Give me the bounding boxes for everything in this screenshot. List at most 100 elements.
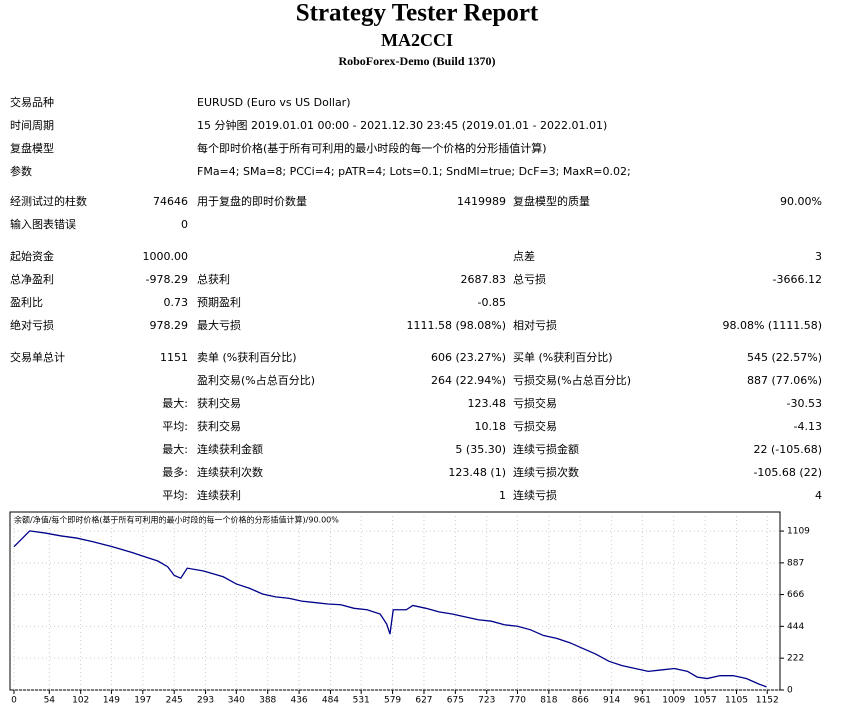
info-value: 每个即时价格(基于所有可利用的最小时段的每一个价格的分形插值计算) [197, 141, 547, 155]
legend-entry: 90.00% [308, 516, 339, 525]
summary-label: 连续获利 [197, 488, 241, 502]
summary-label: 亏损交易 [513, 396, 557, 410]
summary-value: 平均: [162, 420, 188, 433]
summary-label: 连续亏损次数 [513, 465, 579, 479]
x-tick-label: 1009 [662, 696, 685, 706]
x-tick-label: 340 [228, 696, 245, 706]
server: RoboForex-Demo (Build 1370) [338, 54, 495, 68]
legend-entry: 净值 [33, 515, 49, 525]
x-tick-label: 54 [44, 696, 56, 706]
x-tick-label: 245 [166, 696, 183, 706]
info-value: 15 分钟图 2019.01.01 00:00 - 2021.12.30 23:… [197, 118, 607, 132]
summary-value: 1419989 [457, 195, 506, 208]
summary-label: 买单 (%获利百分比) [513, 351, 613, 364]
info-value: EURUSD (Euro vs US Dollar) [197, 96, 351, 109]
legend-sep: / [306, 516, 309, 525]
summary-value: 22 (-105.68) [753, 443, 822, 456]
report-title: Strategy Tester Report [296, 0, 539, 27]
summary-value: 最大: [162, 396, 188, 410]
summary-value: 90.00% [780, 195, 822, 208]
summary-value: 545 (22.57%) [747, 351, 822, 364]
x-tick-label: 388 [259, 696, 276, 706]
summary-value: 123.48 [468, 397, 507, 410]
info-value: FMa=4; SMa=8; PCCi=4; pATR=4; Lots=0.1; … [197, 165, 631, 178]
legend-entry: 每个即时价格(基于所有可利用的最小时段的每一个价格的分形插值计算) [51, 515, 305, 525]
summary-label: 起始资金 [10, 249, 54, 263]
summary-label: 连续获利次数 [197, 465, 263, 479]
x-tick-label: 579 [384, 696, 401, 706]
summary-value: 1151 [160, 351, 188, 364]
summary-value: 2687.83 [461, 273, 507, 286]
summary-label: 总亏损 [513, 272, 546, 286]
legend-entry: 余额 [14, 515, 30, 525]
summary-value: -3666.12 [773, 273, 822, 286]
x-tick-label: 149 [103, 696, 120, 706]
info-label: 复盘模型 [10, 141, 54, 155]
x-tick-label: 627 [415, 696, 432, 706]
x-tick-label: 102 [72, 696, 89, 706]
summary-value: 887 (77.06%) [747, 374, 822, 387]
summary-value: 1111.58 (98.08%) [406, 319, 506, 332]
summary-value: 最多: [162, 465, 188, 479]
summary-value: 平均: [162, 489, 188, 502]
legend-sep: / [30, 516, 33, 525]
x-tick-label: 961 [634, 696, 651, 706]
expert-name: MA2CCI [381, 30, 453, 50]
summary-label: 亏损交易 [513, 419, 557, 433]
summary-value: -978.29 [146, 273, 188, 286]
summary-value: 3 [815, 250, 822, 263]
x-tick-label: 675 [447, 696, 464, 706]
summary-value: 10.18 [475, 420, 507, 433]
summary-value: 5 (35.30) [455, 443, 506, 456]
summary-value: 0 [181, 218, 188, 231]
summary-value: 123.48 (1) [448, 466, 506, 479]
x-tick-label: 723 [478, 696, 495, 706]
y-tick-label: 0 [787, 686, 793, 696]
summary-value: 98.08% (1111.58) [722, 319, 822, 332]
summary-label: 卖单 (%获利百分比) [197, 351, 297, 364]
x-tick-label: 1057 [694, 696, 717, 706]
summary-label: 复盘模型的质量 [513, 194, 590, 208]
summary-label: 预期盈利 [197, 296, 241, 309]
x-tick-label: 770 [509, 696, 526, 706]
summary-label: 亏损交易(%占总百分比) [513, 373, 631, 387]
x-tick-label: 293 [197, 696, 214, 706]
legend-sep: / [49, 516, 52, 525]
x-tick-label: 818 [540, 696, 557, 706]
summary-label: 总净盈利 [10, 272, 54, 286]
summary-label: 交易单总计 [10, 350, 65, 364]
info-label: 参数 [10, 164, 32, 178]
summary-label: 最大亏损 [197, 318, 241, 332]
summary-value: -0.85 [478, 296, 506, 309]
summary-label: 用于复盘的即时价数量 [197, 194, 307, 208]
x-tick-label: 484 [322, 696, 339, 706]
summary-value: 978.29 [150, 319, 189, 332]
info-label: 时间周期 [10, 119, 54, 132]
summary-value: 264 (22.94%) [431, 374, 506, 387]
summary-label: 连续亏损金额 [513, 442, 579, 456]
x-tick-label: 531 [353, 696, 370, 706]
balance-line [13, 530, 767, 688]
summary-label: 相对亏损 [513, 318, 557, 332]
x-tick-label: 1105 [725, 696, 748, 706]
summary-value: -30.53 [787, 397, 822, 410]
chart-frame [9, 511, 781, 691]
summary-value: 1000.00 [143, 250, 189, 263]
summary-label: 获利交易 [197, 419, 241, 433]
x-tick-label: 1152 [756, 696, 779, 706]
summary-label: 连续亏损 [513, 488, 557, 502]
info-label: 交易品种 [10, 95, 54, 109]
y-tick-label: 1109 [787, 527, 810, 537]
x-tick-label: 197 [134, 696, 151, 706]
x-tick-label: 914 [603, 696, 620, 706]
summary-value: -4.13 [794, 420, 822, 433]
summary-label: 输入图表错误 [10, 217, 76, 231]
summary-label: 总获利 [197, 272, 230, 286]
summary-label: 点差 [513, 249, 535, 263]
summary-label: 经测试过的柱数 [10, 194, 87, 208]
summary-value: 0.73 [164, 296, 189, 309]
y-tick-label: 222 [787, 654, 804, 664]
y-tick-label: 887 [787, 558, 804, 568]
